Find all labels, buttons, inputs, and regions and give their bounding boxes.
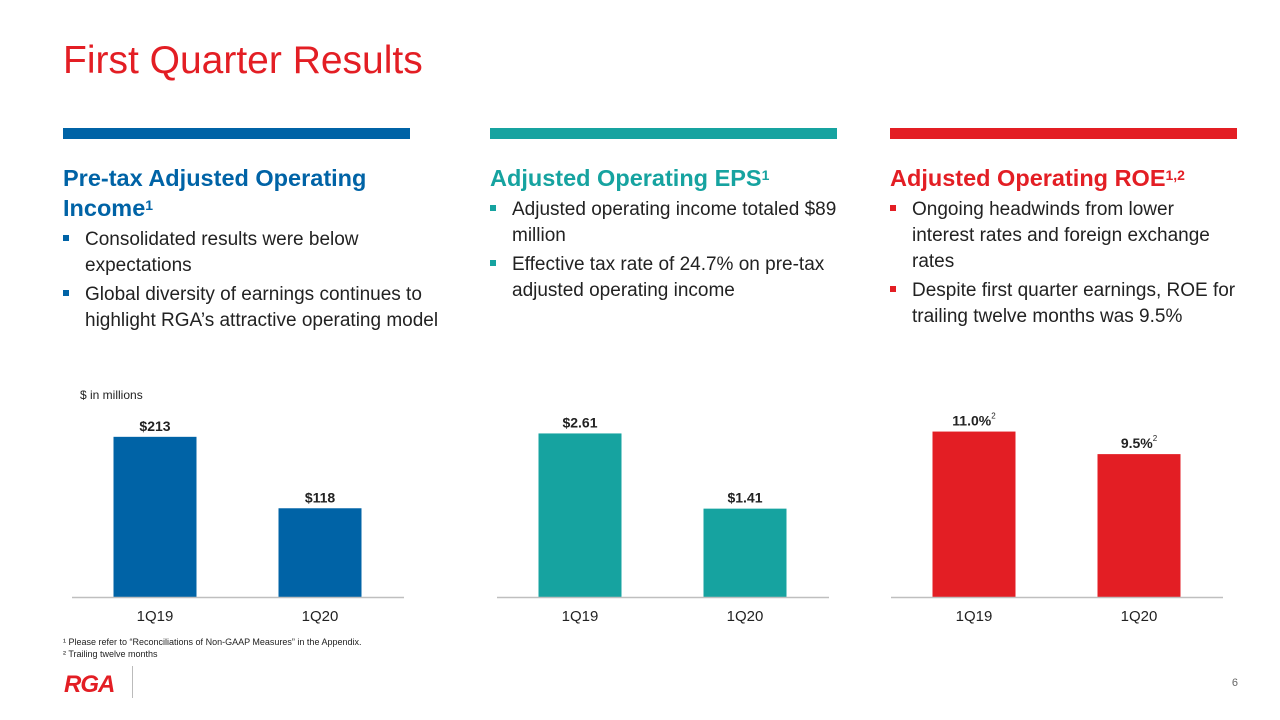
footnote-ref: 1,2 xyxy=(1165,167,1185,183)
bar-chart: 11.0%2 1Q19 9.5%2 1Q20 xyxy=(891,412,1223,625)
unit-note: $ in millions xyxy=(80,388,143,402)
list-item: Despite first quarter earnings, ROE for … xyxy=(890,278,1237,330)
panel-heading: Pre-tax Adjusted Operating Income1 xyxy=(63,165,367,221)
data-label: $213 xyxy=(139,418,170,434)
panel-rule xyxy=(490,128,837,139)
bullet-icon xyxy=(490,260,496,266)
bullet-list: Ongoing headwinds from lower interest ra… xyxy=(890,197,1237,330)
bullet-icon xyxy=(63,290,69,296)
footnotes: ¹ Please refer to “Reconciliations of No… xyxy=(63,636,361,660)
panel-pretax-income: Pre-tax Adjusted Operating Income1 Conso… xyxy=(63,128,438,337)
category-label: 1Q19 xyxy=(562,608,599,625)
chart-eps: $2.61 1Q19 $1.41 1Q20 xyxy=(497,380,829,630)
bullet-icon xyxy=(63,235,69,241)
data-label: $118 xyxy=(305,489,336,505)
bullet-icon xyxy=(890,286,896,292)
panel-eps: Adjusted Operating EPS1 Adjusted operati… xyxy=(490,128,837,307)
data-label: $1.41 xyxy=(727,490,762,506)
bar-chart: $213 1Q19 $118 1Q20 xyxy=(72,418,404,625)
bar-1q19 xyxy=(538,433,622,597)
chart-pretax-income: $213 1Q19 $118 1Q20 xyxy=(72,380,404,630)
panel-rule xyxy=(890,128,1237,139)
bar-1q19 xyxy=(113,436,197,597)
bullet-icon xyxy=(890,205,896,211)
footnote-ref: 2 xyxy=(991,412,996,421)
list-item: Ongoing headwinds from lower interest ra… xyxy=(890,197,1237,275)
list-item: Consolidated results were below expectat… xyxy=(63,227,410,279)
footnote-ref: 1 xyxy=(145,197,154,213)
panel-rule xyxy=(63,128,410,139)
list-item: Effective tax rate of 24.7% on pre-tax a… xyxy=(490,252,837,304)
logo-divider xyxy=(132,666,133,698)
bar-chart: $2.61 1Q19 $1.41 1Q20 xyxy=(497,414,829,625)
footnote-ref: 2 xyxy=(1153,434,1158,443)
bullet-list: Consolidated results were below expectat… xyxy=(63,227,438,334)
bullet-list: Adjusted operating income totaled $89 mi… xyxy=(490,197,837,304)
category-label: 1Q19 xyxy=(137,608,174,625)
data-label: $2.61 xyxy=(562,414,597,430)
bar-1q20 xyxy=(1097,454,1181,597)
list-item: Adjusted operating income totaled $89 mi… xyxy=(490,197,837,249)
category-label: 1Q19 xyxy=(956,608,993,625)
footnote: ¹ Please refer to “Reconciliations of No… xyxy=(63,637,362,647)
data-label: 9.5%2 xyxy=(1121,434,1158,451)
bar-1q20 xyxy=(278,508,362,597)
panel-heading: Adjusted Operating ROE1,2 xyxy=(890,165,1185,191)
bar-1q20 xyxy=(703,508,787,597)
category-label: 1Q20 xyxy=(1121,608,1158,625)
panel-heading: Adjusted Operating EPS1 xyxy=(490,165,770,191)
bar-1q19 xyxy=(932,431,1016,597)
category-label: 1Q20 xyxy=(727,608,764,625)
page-number: 6 xyxy=(1231,677,1238,689)
chart-roe: 11.0%2 1Q19 9.5%2 1Q20 xyxy=(891,380,1223,630)
rga-logo: RGA xyxy=(64,671,115,698)
footnote: ² Trailing twelve months xyxy=(63,649,158,659)
bullet-icon xyxy=(490,205,496,211)
data-label: 11.0%2 xyxy=(952,412,996,429)
category-label: 1Q20 xyxy=(302,608,339,625)
page-title: First Quarter Results xyxy=(63,39,423,82)
footnote-ref: 1 xyxy=(761,167,770,183)
list-item: Global diversity of earnings continues t… xyxy=(63,282,455,334)
panel-roe: Adjusted Operating ROE1,2 Ongoing headwi… xyxy=(890,128,1237,333)
